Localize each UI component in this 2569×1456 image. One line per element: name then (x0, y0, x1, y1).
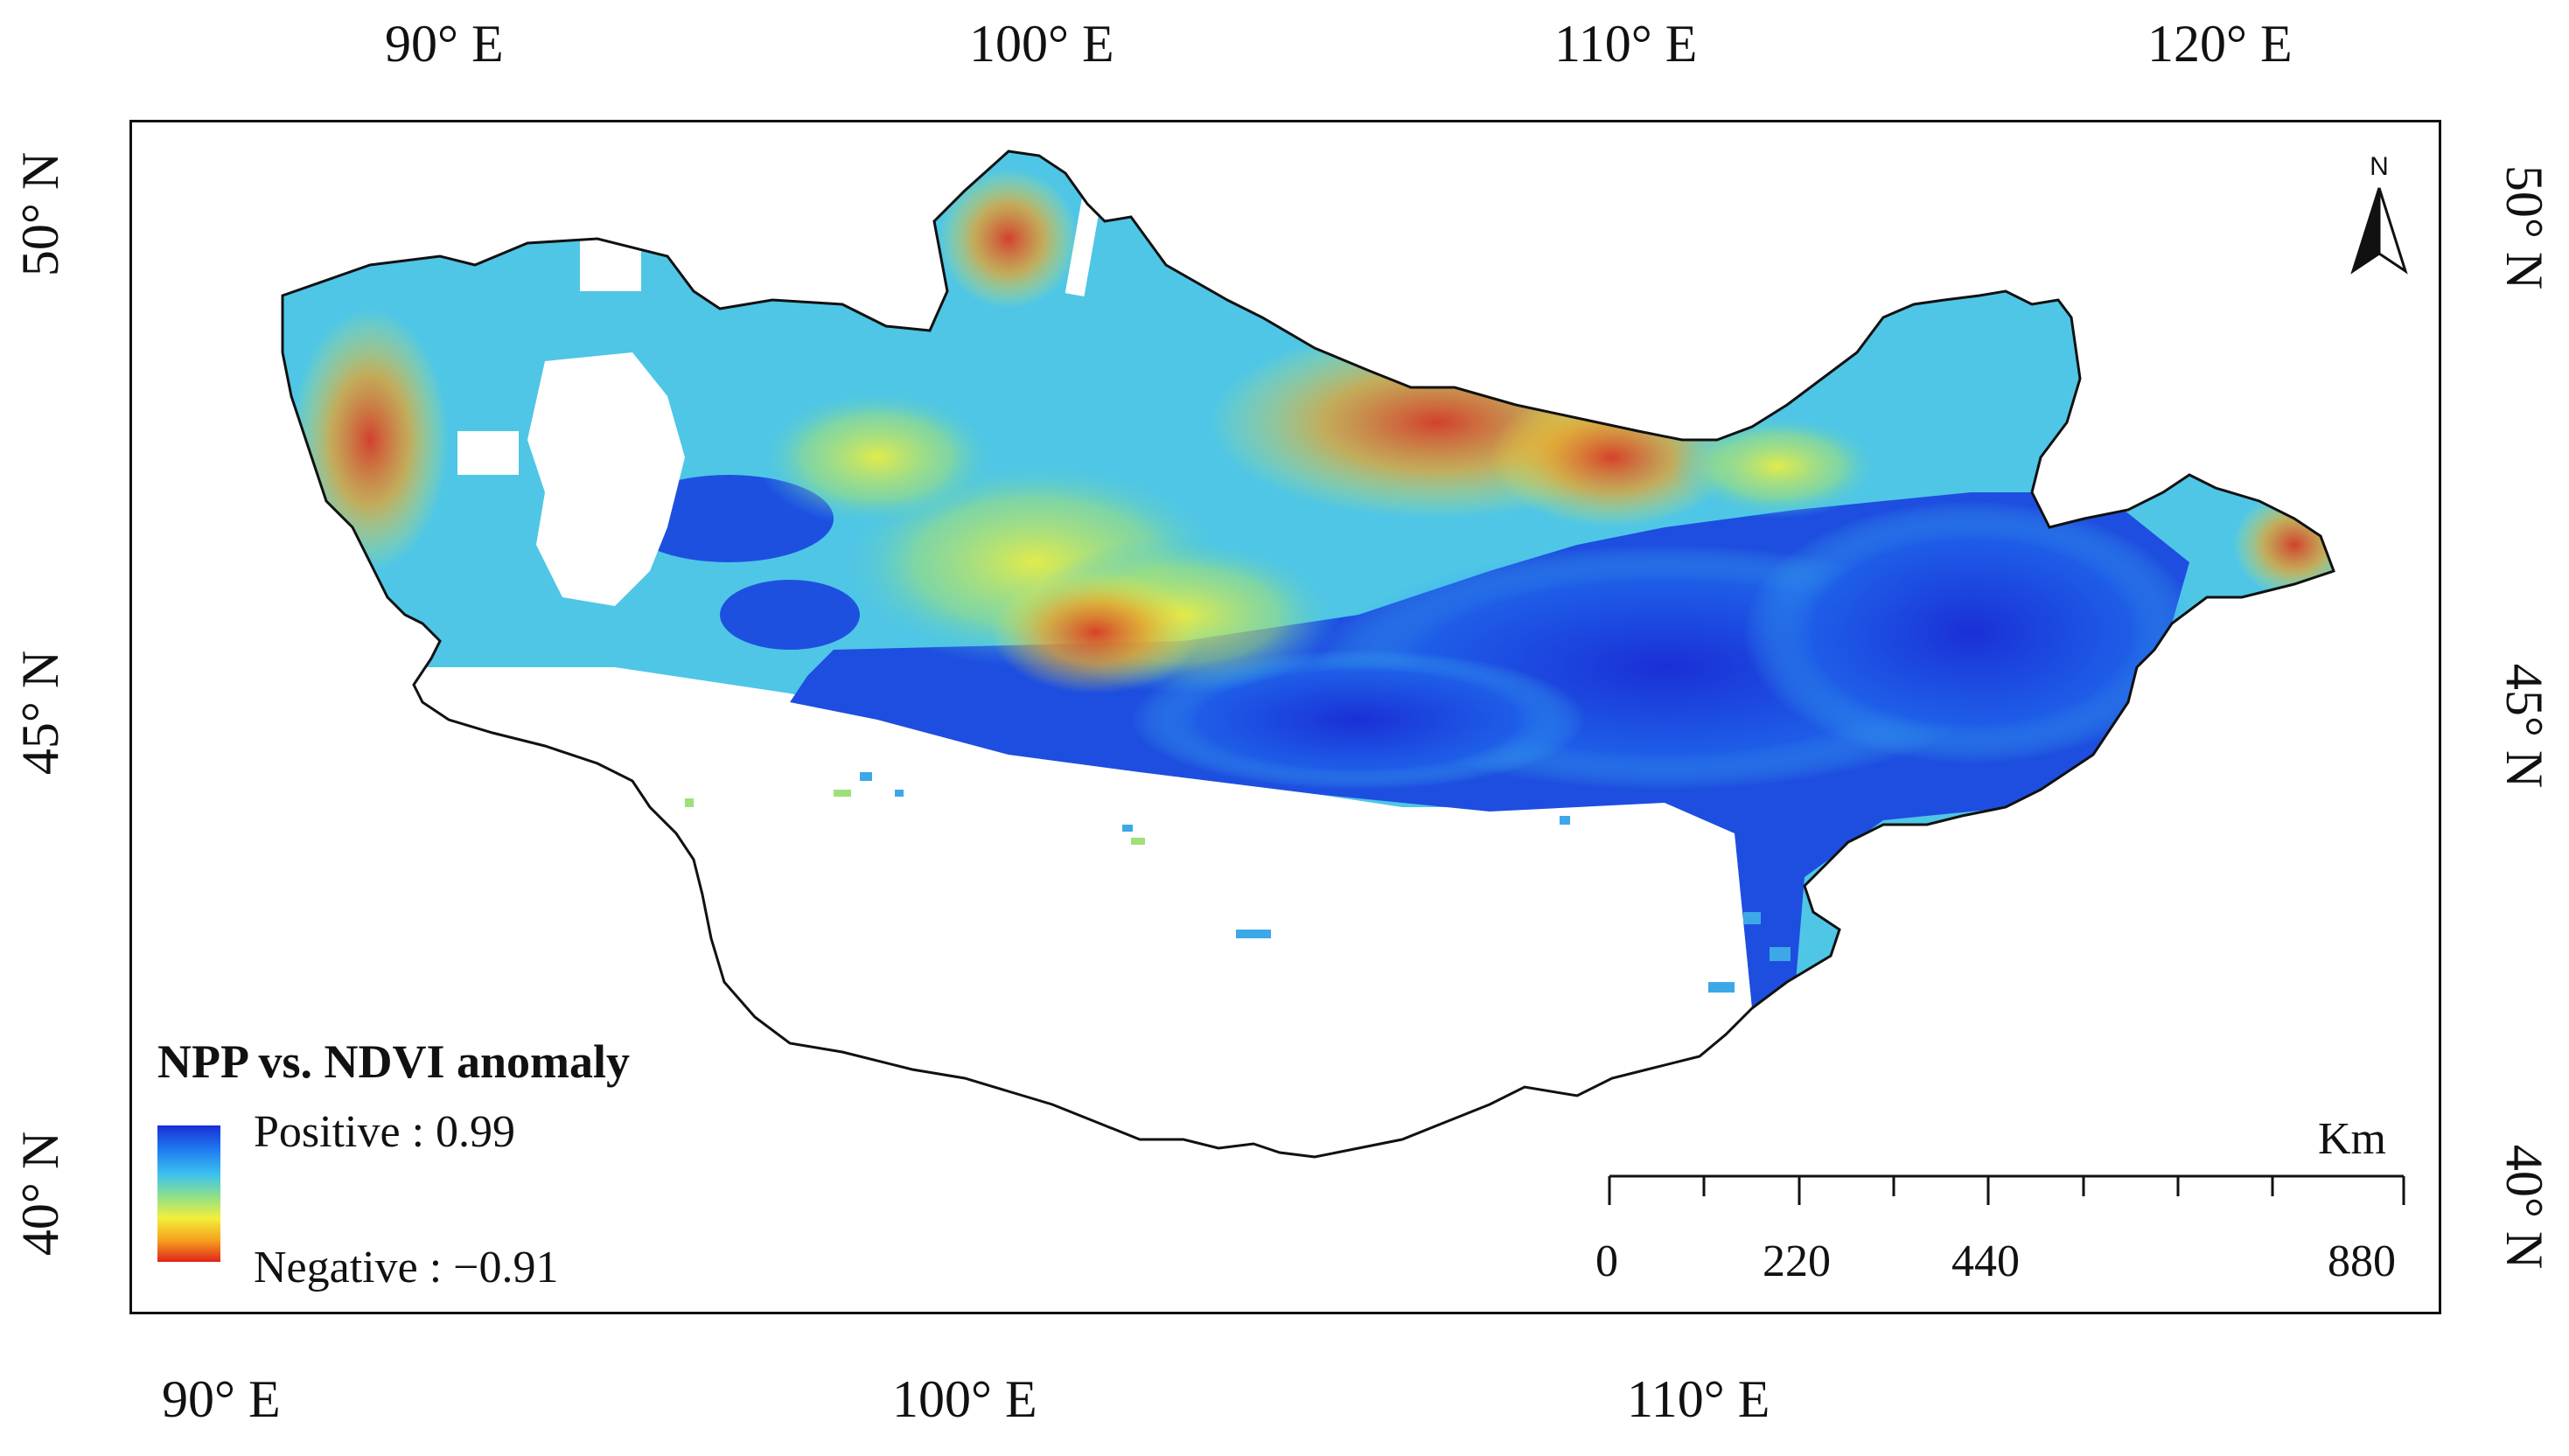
lon-label-bottom-90: 90° E (162, 1370, 281, 1428)
legend-negative-label: Negative : −0.91 (254, 1243, 559, 1292)
lat-label-right-50: 50° N (2496, 164, 2554, 290)
legend-positive-label: Positive : 0.99 (254, 1107, 516, 1157)
legend-title: NPP vs. NDVI anomaly (157, 1035, 631, 1088)
lon-label-top-110: 110° E (1554, 15, 1698, 73)
lon-label-top-90: 90° E (385, 15, 504, 73)
map-canvas (281, 150, 2405, 1205)
scale-unit-label: Km (2318, 1114, 2386, 1164)
scale-bar (1608, 1174, 2405, 1205)
lat-label-left-45: 45° N (11, 650, 70, 776)
north-arrow-icon: N (2350, 152, 2408, 275)
scale-tick-0: 0 (1595, 1237, 1618, 1286)
lon-label-bottom-100: 100° E (892, 1370, 1037, 1428)
lon-label-top-100: 100° E (969, 15, 1114, 73)
lat-label-right-40: 40° N (2496, 1144, 2554, 1270)
lon-label-top-120: 120° E (2147, 15, 2293, 73)
legend-color-bar (157, 1125, 220, 1262)
lat-label-left-50: 50° N (11, 151, 70, 277)
lat-label-left-40: 40° N (11, 1131, 70, 1257)
lat-label-right-45: 45° N (2496, 663, 2554, 789)
north-arrow-letter: N (2370, 152, 2389, 181)
map-frame (129, 120, 2441, 1314)
scale-tick-440: 440 (1951, 1237, 2020, 1286)
lon-label-bottom-110: 110° E (1627, 1370, 1770, 1428)
scale-tick-220: 220 (1763, 1237, 1831, 1286)
scale-tick-880: 880 (2328, 1237, 2396, 1286)
